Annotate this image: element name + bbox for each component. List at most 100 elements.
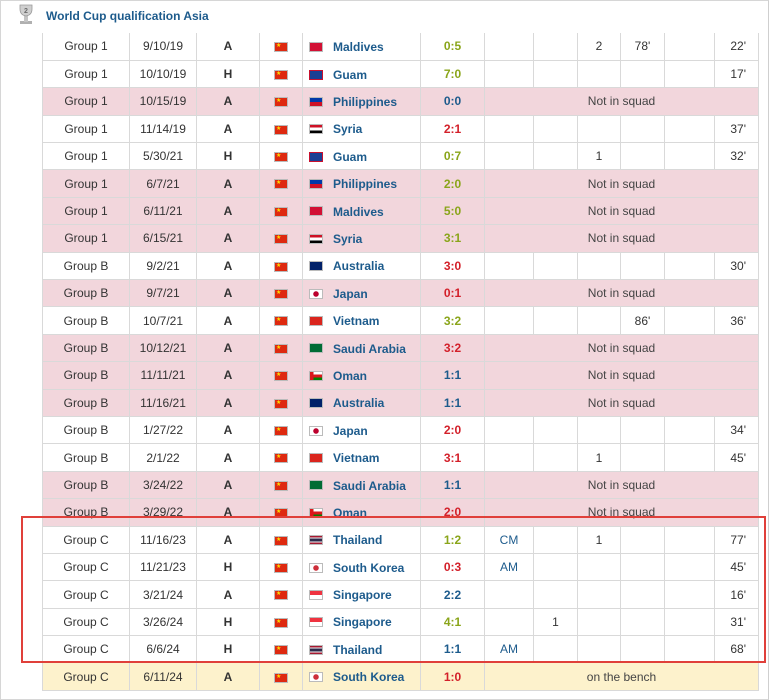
opponent-link[interactable]: Maldives <box>333 39 384 54</box>
result-score[interactable]: 2:0 <box>443 423 462 438</box>
result-link[interactable]: 1:1 <box>420 361 485 390</box>
opponent-link[interactable]: Guam <box>333 149 368 164</box>
opponent-cell[interactable]: Guam <box>302 60 421 89</box>
result-score[interactable]: 3:1 <box>443 231 462 246</box>
opponent-cell[interactable]: Syria <box>302 115 421 144</box>
opponent-link[interactable]: Saudi Arabia <box>333 341 406 356</box>
result-link[interactable]: 4:1 <box>420 608 485 637</box>
result-link[interactable]: 3:2 <box>420 334 485 363</box>
opponent-cell[interactable]: Japan <box>302 279 421 308</box>
opponent-link[interactable]: Oman <box>333 505 368 520</box>
opponent-link[interactable]: Maldives <box>333 204 384 219</box>
result-link[interactable]: 1:1 <box>420 635 485 664</box>
opponent-cell[interactable]: Singapore <box>302 608 421 637</box>
opponent-cell[interactable]: South Korea <box>302 662 421 691</box>
result-score[interactable]: 1:0 <box>443 669 462 684</box>
result-score[interactable]: 3:2 <box>443 313 462 328</box>
result-score[interactable]: 0:1 <box>443 286 462 301</box>
result-link[interactable]: 3:1 <box>420 443 485 472</box>
result-link[interactable]: 0:7 <box>420 142 485 171</box>
result-score[interactable]: 1:2 <box>443 532 462 547</box>
result-score[interactable]: 1:1 <box>443 395 462 410</box>
opponent-link[interactable]: Syria <box>333 122 363 137</box>
opponent-link[interactable]: Vietnam <box>333 314 380 329</box>
result-link[interactable]: 2:1 <box>420 115 485 144</box>
result-score[interactable]: 0:0 <box>443 94 462 109</box>
opponent-link[interactable]: Singapore <box>333 587 392 602</box>
opponent-link[interactable]: Oman <box>333 368 368 383</box>
venue-cell: A <box>196 87 260 116</box>
opponent-cell[interactable]: Vietnam <box>302 306 421 335</box>
result-link[interactable]: 1:0 <box>420 662 485 691</box>
opponent-link[interactable]: South Korea <box>333 670 405 685</box>
opponent-link[interactable]: Saudi Arabia <box>333 478 406 493</box>
opponent-cell[interactable]: Oman <box>302 498 421 527</box>
opponent-cell[interactable]: Guam <box>302 142 421 171</box>
result-link[interactable]: 2:0 <box>420 169 485 198</box>
opponent-cell[interactable]: Vietnam <box>302 443 421 472</box>
opponent-link[interactable]: Philippines <box>333 177 398 192</box>
result-link[interactable]: 1:2 <box>420 526 485 554</box>
opponent-link[interactable]: Thailand <box>333 642 383 657</box>
result-link[interactable]: 0:3 <box>420 553 485 582</box>
opponent-link[interactable]: South Korea <box>333 560 405 575</box>
opponent-link[interactable]: Vietnam <box>333 450 380 465</box>
opponent-link[interactable]: Thailand <box>333 533 383 548</box>
opponent-cell[interactable]: Syria <box>302 224 421 253</box>
opponent-link[interactable]: Japan <box>333 286 368 301</box>
result-score[interactable]: 7:0 <box>443 67 462 82</box>
result-link[interactable]: 2:0 <box>420 416 485 445</box>
result-score[interactable]: 2:2 <box>443 587 462 602</box>
opponent-cell[interactable]: Thailand <box>302 526 421 554</box>
result-score[interactable]: 1:1 <box>443 477 462 492</box>
opponent-link[interactable]: Australia <box>333 396 385 411</box>
result-score[interactable]: 2:1 <box>443 121 462 136</box>
result-link[interactable]: 0:1 <box>420 279 485 308</box>
result-score[interactable]: 1:1 <box>443 368 462 383</box>
opponent-cell[interactable]: Thailand <box>302 635 421 664</box>
opponent-cell[interactable]: Australia <box>302 389 421 417</box>
result-link[interactable]: 1:1 <box>420 471 485 500</box>
opponent-link[interactable]: Syria <box>333 231 363 246</box>
result-score[interactable]: 0:7 <box>443 149 462 164</box>
result-score[interactable]: 3:0 <box>443 258 462 273</box>
opponent-cell[interactable]: Saudi Arabia <box>302 471 421 500</box>
result-link[interactable]: 0:0 <box>420 87 485 116</box>
result-link[interactable]: 3:0 <box>420 252 485 281</box>
group-cell: Group 1 <box>42 142 130 171</box>
opponent-link[interactable]: Australia <box>333 259 385 274</box>
opponent-cell[interactable]: Singapore <box>302 580 421 609</box>
opponent-cell[interactable]: Philippines <box>302 169 421 198</box>
result-score[interactable]: 2:0 <box>443 176 462 191</box>
opponent-cell[interactable]: Philippines <box>302 87 421 116</box>
result-score[interactable]: 4:1 <box>443 614 462 629</box>
result-link[interactable]: 0:5 <box>420 33 485 61</box>
result-link[interactable]: 5:0 <box>420 197 485 226</box>
opponent-link[interactable]: Singapore <box>333 615 392 630</box>
opponent-cell[interactable]: Maldives <box>302 33 421 61</box>
opponent-cell[interactable]: South Korea <box>302 553 421 582</box>
opponent-cell[interactable]: Japan <box>302 416 421 445</box>
opponent-link[interactable]: Philippines <box>333 94 398 109</box>
opponent-cell[interactable]: Maldives <box>302 197 421 226</box>
result-link[interactable]: 7:0 <box>420 60 485 89</box>
opponent-cell[interactable]: Saudi Arabia <box>302 334 421 363</box>
result-score[interactable]: 2:0 <box>443 505 462 520</box>
opponent-link[interactable]: Guam <box>333 67 368 82</box>
result-score[interactable]: 3:1 <box>443 450 462 465</box>
result-score[interactable]: 3:2 <box>443 340 462 355</box>
date-cell: 6/6/24 <box>129 635 197 664</box>
opponent-link[interactable]: Japan <box>333 423 368 438</box>
opponent-cell[interactable]: Oman <box>302 361 421 390</box>
result-link[interactable]: 2:2 <box>420 580 485 609</box>
result-score[interactable]: 1:1 <box>443 642 462 657</box>
result-link[interactable]: 2:0 <box>420 498 485 527</box>
result-score[interactable]: 0:3 <box>443 560 462 575</box>
competition-title[interactable]: World Cup qualification Asia <box>46 9 209 23</box>
result-link[interactable]: 3:1 <box>420 224 485 253</box>
result-link[interactable]: 1:1 <box>420 389 485 417</box>
result-score[interactable]: 5:0 <box>443 204 462 219</box>
result-score[interactable]: 0:5 <box>443 39 462 54</box>
result-link[interactable]: 3:2 <box>420 306 485 335</box>
opponent-cell[interactable]: Australia <box>302 252 421 281</box>
